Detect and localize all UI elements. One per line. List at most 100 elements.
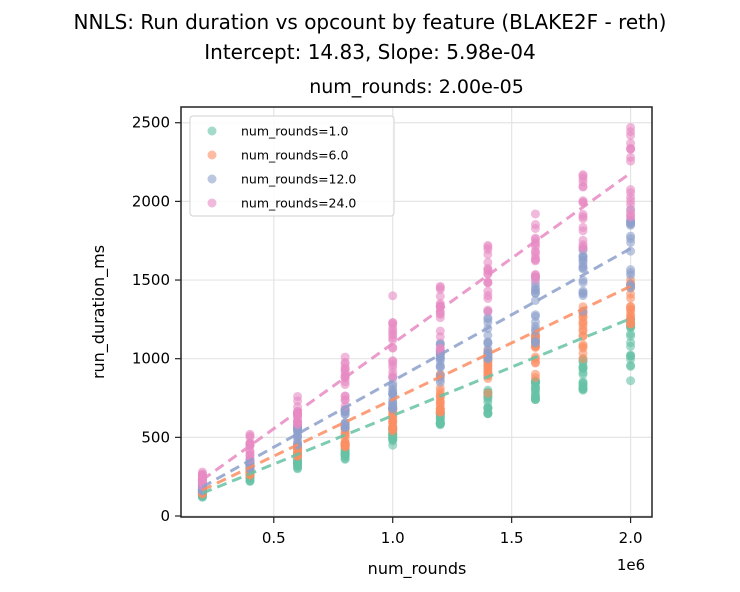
data-points: [197, 122, 636, 502]
data-point: [530, 284, 540, 294]
y-axis-label: run_duration_ms: [89, 245, 109, 379]
data-point: [578, 348, 588, 358]
data-point: [388, 413, 398, 423]
data-point: [388, 421, 398, 431]
legend-marker: [207, 126, 217, 136]
data-point: [435, 356, 445, 366]
data-point: [483, 317, 493, 327]
data-point: [530, 270, 540, 280]
data-point: [626, 361, 636, 371]
data-point: [435, 418, 445, 428]
data-point: [388, 388, 398, 398]
y-tick-label: 2000: [132, 192, 170, 210]
data-point: [388, 362, 398, 372]
data-point: [293, 391, 303, 401]
data-point: [626, 338, 636, 348]
data-point: [578, 340, 588, 350]
data-point: [388, 335, 398, 345]
data-point: [483, 257, 493, 267]
figure-suptitle-line1: NNLS: Run duration vs opcount by feature…: [73, 10, 667, 34]
x-axis-label: num_rounds: [368, 559, 467, 579]
data-point: [578, 384, 588, 394]
legend-marker: [207, 198, 217, 208]
data-point: [578, 181, 588, 191]
fit-line: [201, 317, 632, 495]
data-point: [578, 226, 588, 236]
data-point: [578, 286, 588, 296]
data-point: [388, 318, 398, 328]
data-point: [340, 451, 350, 461]
data-point: [435, 291, 445, 301]
data-point: [483, 352, 493, 362]
fit-lines: [201, 171, 632, 495]
data-point: [483, 361, 493, 371]
data-point: [626, 156, 636, 166]
series-1: [197, 275, 636, 499]
data-point: [626, 318, 636, 328]
axes-title: num_rounds: 2.00e-05: [309, 76, 524, 98]
data-point: [626, 354, 636, 364]
data-point: [578, 275, 588, 285]
data-point: [626, 331, 636, 341]
data-point: [340, 395, 350, 405]
fit-line: [201, 284, 632, 492]
data-point: [435, 362, 445, 372]
legend-label: num_rounds=6.0: [241, 148, 348, 163]
data-point: [483, 278, 493, 288]
data-point: [626, 122, 636, 132]
y-tick-label: 0: [160, 507, 170, 525]
x-axis-ticks: 0.5 1.0 1.5 2.0: [262, 517, 643, 547]
data-point: [578, 318, 588, 328]
data-point: [530, 336, 540, 346]
data-point: [530, 220, 540, 230]
legend-label: num_rounds=1.0: [241, 124, 348, 139]
x-tick-label: 1.5: [500, 529, 524, 547]
data-point: [530, 310, 540, 320]
data-point: [388, 401, 398, 411]
data-point: [530, 358, 540, 368]
data-point: [626, 196, 636, 206]
data-point: [626, 268, 636, 278]
legend-label: num_rounds=24.0: [241, 196, 356, 211]
series-0: [197, 314, 636, 502]
data-point: [578, 262, 588, 272]
plot-frame: [180, 106, 653, 518]
data-point: [626, 234, 636, 244]
data-point: [530, 295, 540, 305]
data-point: [578, 214, 588, 224]
x-tick-label: 0.5: [262, 529, 286, 547]
data-point: [293, 461, 303, 471]
data-point: [435, 281, 445, 291]
data-point: [483, 305, 493, 315]
data-point: [483, 330, 493, 340]
data-point: [578, 170, 588, 180]
data-point: [245, 429, 255, 439]
legend-marker: [207, 150, 217, 160]
y-tick-label: 2500: [132, 114, 170, 132]
data-point: [626, 302, 636, 312]
data-point: [483, 291, 493, 301]
x-axis-offset-label: 1e6: [617, 556, 645, 574]
data-point: [578, 324, 588, 334]
outlier-point: [388, 291, 398, 301]
data-point: [626, 143, 636, 153]
data-point: [626, 185, 636, 195]
data-point: [530, 317, 540, 327]
data-point: [293, 432, 303, 442]
data-point: [530, 209, 540, 219]
legend-box: [189, 115, 395, 217]
fit-line: [201, 171, 632, 482]
data-point: [197, 467, 207, 477]
data-point: [578, 364, 588, 374]
data-point: [388, 433, 398, 443]
y-axis-ticks: 0 500 1000 1500 2000 2500: [132, 114, 181, 525]
data-point: [483, 388, 493, 398]
data-point: [483, 240, 493, 250]
data-point: [626, 376, 636, 386]
data-point: [578, 235, 588, 245]
legend-marker: [207, 174, 217, 184]
data-point: [530, 391, 540, 401]
y-tick-label: 1500: [132, 271, 170, 289]
data-point: [245, 438, 255, 448]
